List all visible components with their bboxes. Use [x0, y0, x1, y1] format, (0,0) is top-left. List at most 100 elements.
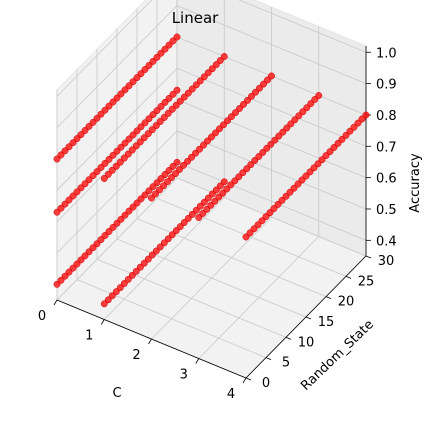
data-point	[116, 158, 124, 166]
data-point	[161, 45, 169, 53]
y-tick-label: 30	[378, 254, 395, 269]
data-point	[165, 94, 173, 102]
data-point	[315, 92, 323, 99]
data-point	[141, 66, 149, 73]
data-point	[200, 141, 207, 149]
data-point	[93, 168, 101, 176]
data-point	[120, 280, 128, 287]
data-point	[169, 162, 177, 170]
data-point	[219, 189, 227, 197]
data-point	[243, 165, 251, 173]
x-tick-label: 1	[85, 329, 93, 344]
data-point	[152, 247, 160, 255]
data-point	[149, 57, 157, 65]
data-point	[232, 109, 239, 117]
data-point	[57, 151, 65, 159]
z-tick-label: 1.0	[376, 46, 397, 61]
data-point	[69, 192, 77, 200]
data-point	[236, 105, 243, 112]
data-points	[53, 33, 370, 308]
data-point	[137, 70, 145, 78]
data-point	[204, 194, 212, 202]
data-point	[362, 111, 370, 119]
data-point	[69, 139, 77, 147]
data-point	[173, 86, 181, 94]
data-point	[57, 204, 65, 212]
data-point	[121, 139, 129, 147]
chart-title: Linear	[172, 9, 219, 27]
data-point	[180, 219, 188, 226]
data-point	[125, 82, 133, 90]
z-tick-label: 0.8	[376, 109, 397, 124]
data-point	[109, 223, 117, 231]
y-tick-label: 25	[358, 274, 375, 289]
data-point	[318, 156, 326, 164]
data-point	[117, 215, 125, 223]
data-point	[73, 188, 81, 196]
data-point	[61, 272, 69, 280]
data-point	[306, 168, 314, 176]
data-point	[254, 221, 262, 229]
data-point	[148, 194, 155, 202]
data-point	[121, 211, 129, 219]
data-point	[342, 131, 350, 139]
data-point	[164, 235, 172, 243]
data-point	[338, 135, 346, 143]
data-point	[129, 131, 137, 139]
y-tick-label: 5	[282, 356, 290, 371]
data-point	[195, 214, 203, 221]
data-point	[108, 292, 116, 300]
grid-line-z	[56, 67, 367, 191]
x-tick-label: 2	[132, 348, 140, 363]
data-point	[216, 182, 224, 190]
data-point	[81, 127, 89, 134]
data-point	[208, 65, 216, 73]
data-point	[271, 136, 279, 144]
data-point	[77, 131, 85, 139]
data-point	[354, 119, 362, 127]
data-point	[330, 144, 338, 151]
data-point	[152, 190, 159, 198]
data-point	[173, 158, 181, 166]
y-tick	[305, 316, 312, 320]
y-tick	[345, 275, 352, 279]
data-point	[109, 151, 117, 159]
data-point	[231, 177, 239, 185]
data-point	[93, 240, 101, 248]
data-point	[268, 72, 275, 80]
data-point	[172, 170, 179, 178]
data-point	[270, 205, 278, 212]
x-tick	[148, 338, 152, 345]
z-axis-label: Accuracy	[408, 153, 423, 213]
data-point	[93, 114, 101, 122]
data-point	[212, 129, 219, 137]
data-point	[294, 180, 302, 188]
data-point	[145, 115, 153, 123]
data-point	[168, 231, 176, 239]
data-point	[283, 124, 291, 132]
data-point	[113, 94, 121, 102]
x-tick	[53, 299, 58, 306]
data-point	[212, 61, 220, 69]
y-tick-label: 0	[262, 376, 270, 391]
grid-line-z	[56, 0, 367, 97]
data-point	[208, 133, 215, 141]
data-point	[173, 33, 181, 41]
data-point	[207, 201, 215, 209]
data-point	[220, 121, 227, 129]
data-point	[244, 96, 251, 104]
data-point	[266, 209, 274, 217]
data-point	[104, 170, 112, 178]
data-point	[256, 84, 263, 92]
x-tick	[100, 319, 105, 325]
data-point	[105, 102, 113, 110]
data-point	[132, 267, 140, 275]
data-point	[165, 41, 173, 49]
data-point	[65, 143, 73, 151]
data-point	[73, 260, 81, 268]
data-point	[279, 128, 287, 136]
data-point	[282, 192, 290, 200]
data-point	[248, 92, 255, 100]
data-point	[153, 53, 161, 61]
data-point	[188, 210, 196, 218]
